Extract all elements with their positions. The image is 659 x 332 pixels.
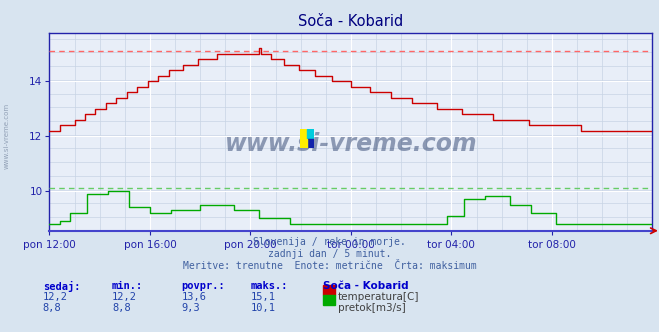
Text: Slovenija / reke in morje.: Slovenija / reke in morje.	[253, 237, 406, 247]
Bar	[300, 138, 307, 148]
Text: 9,3: 9,3	[181, 303, 200, 313]
Text: 8,8: 8,8	[43, 303, 61, 313]
Bar	[307, 138, 314, 148]
Text: temperatura[C]: temperatura[C]	[338, 292, 420, 302]
Text: zadnji dan / 5 minut.: zadnji dan / 5 minut.	[268, 249, 391, 259]
Text: www.si-vreme.com: www.si-vreme.com	[225, 132, 477, 156]
Text: 13,6: 13,6	[181, 292, 206, 302]
Text: www.si-vreme.com: www.si-vreme.com	[3, 103, 10, 169]
Text: sedaj:: sedaj:	[43, 281, 80, 291]
Text: 8,8: 8,8	[112, 303, 130, 313]
Bar	[300, 129, 307, 138]
Text: 15,1: 15,1	[250, 292, 275, 302]
Text: 12,2: 12,2	[112, 292, 137, 302]
Text: 10,1: 10,1	[250, 303, 275, 313]
Text: Soča - Kobarid: Soča - Kobarid	[323, 281, 409, 290]
Text: pretok[m3/s]: pretok[m3/s]	[338, 303, 406, 313]
Bar	[307, 129, 314, 148]
Text: 12,2: 12,2	[43, 292, 68, 302]
Text: povpr.:: povpr.:	[181, 281, 225, 290]
Text: maks.:: maks.:	[250, 281, 288, 290]
Title: Soča - Kobarid: Soča - Kobarid	[299, 14, 403, 29]
Text: Meritve: trenutne  Enote: metrične  Črta: maksimum: Meritve: trenutne Enote: metrične Črta: …	[183, 261, 476, 271]
Bar	[300, 129, 307, 148]
Text: min.:: min.:	[112, 281, 143, 290]
